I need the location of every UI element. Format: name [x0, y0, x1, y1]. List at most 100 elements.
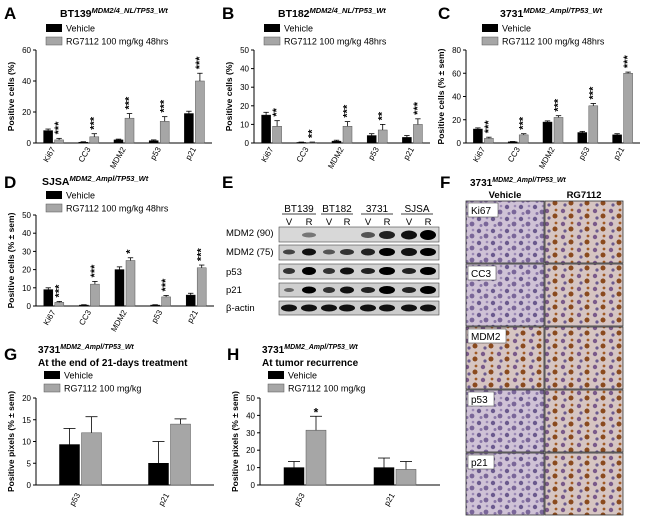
ihc-label-box	[467, 202, 499, 218]
panel-h-subtitle: At tumor recurrence	[262, 358, 359, 369]
y-tick-label: 20	[240, 102, 249, 111]
significance-marker: **	[271, 107, 283, 116]
legend-swatch-rg7112	[45, 36, 63, 46]
legend-swatch-rg7112	[263, 36, 281, 46]
x-tick-label: p53	[366, 145, 381, 162]
y-tick-label: 0	[251, 481, 256, 490]
y-tick-label: 60	[452, 69, 461, 78]
blot-band	[420, 304, 436, 312]
y-tick-label: 0	[27, 302, 32, 311]
y-axis-title: Positive cells (% ± sem)	[6, 212, 16, 308]
significance-marker: ***	[89, 264, 101, 278]
significance-marker: ***	[88, 116, 100, 130]
bar-vehicle	[43, 130, 53, 144]
y-tick-label: 40	[452, 93, 461, 102]
blot-band	[323, 268, 335, 274]
significance-marker: ***	[196, 247, 208, 261]
y-tick-label: 80	[452, 46, 461, 55]
blot-band	[361, 232, 375, 238]
panel-c-title-sup: MDM2_Ampl/TP53_Wt	[523, 6, 602, 15]
bar-rg7112	[553, 117, 564, 144]
blot-band	[379, 304, 395, 312]
x-tick-label: p53	[68, 491, 83, 508]
panel-d-title-main: SJSA	[42, 176, 70, 188]
bar-rg7112	[124, 117, 135, 144]
y-tick-label: 0	[27, 139, 32, 148]
x-tick-label: p53	[292, 491, 307, 508]
blot-lane-label: V	[286, 217, 293, 228]
y-tick-label: 50	[22, 211, 31, 220]
y-tick-label: 10	[246, 464, 255, 473]
blot-row-label: MDM2 (75)	[226, 247, 274, 258]
bar-rg7112	[305, 429, 327, 486]
panel-c-title-main: 3731	[500, 8, 524, 20]
chart-h: 0 10 20 30 40 50 Positive pixels (% ± sem) * p53…	[230, 391, 440, 508]
legend-swatch-rg7112	[481, 36, 499, 46]
bar-rg7112	[272, 126, 282, 144]
blot-band	[402, 268, 416, 274]
blot-band	[281, 304, 297, 312]
y-tick-label: 20	[452, 116, 461, 125]
blot-band	[323, 287, 335, 293]
y-tick-label: 20	[246, 446, 255, 455]
bar-vehicle	[114, 269, 125, 307]
panel-b-title-main: BT182	[278, 8, 310, 20]
significance-marker: ***	[160, 278, 172, 292]
y-tick-label: 40	[240, 65, 249, 74]
bar-vehicle	[577, 132, 588, 144]
panel-g-title-main: 3731	[38, 345, 61, 356]
bar-rg7112	[307, 142, 318, 144]
ihc-column-vehicle: Vehicle	[489, 190, 522, 201]
panel-letter-h: H	[227, 345, 239, 364]
blot-strip-p53	[278, 263, 440, 280]
ihc-row-label: p21	[471, 458, 488, 469]
significance-marker: *	[314, 405, 319, 419]
y-axis-title: Positive pixels (% ± sem)	[230, 391, 240, 492]
x-tick-label: p53	[577, 145, 592, 162]
blot-lane-labels: V R V R V R V R	[286, 217, 432, 228]
bar-rg7112	[159, 121, 170, 144]
legend-label-vehicle: Vehicle	[66, 191, 95, 201]
bar-vehicle	[283, 467, 305, 486]
x-tick-label: p21	[184, 145, 199, 162]
blot-row-labels: MDM2 (90) MDM2 (75) p53 p21 β-actin	[226, 228, 274, 314]
x-tick-label: MDM2	[537, 145, 557, 170]
y-tick-label: 20	[22, 394, 31, 403]
blot-lane-label: R	[344, 217, 351, 228]
bar-rg7112	[413, 124, 423, 144]
x-tick-label: MDM2	[326, 145, 346, 170]
panel-g-title-sup: MDM2_Ampl/TP53_Wt	[60, 344, 134, 351]
significance-marker: ***	[518, 116, 530, 130]
blot-row-label: p21	[226, 285, 242, 296]
panel-f: F 3731MDM2_Ampl/TP53_Wt Vehicle RG7112 K…	[440, 173, 624, 516]
significance-marker: **	[306, 129, 318, 138]
panel-letter-f: F	[440, 173, 450, 192]
bar-vehicle	[402, 137, 412, 144]
bar-rg7112	[623, 73, 633, 144]
bar-vehicle	[78, 141, 89, 144]
bar-vehicle	[59, 444, 80, 486]
legend-swatch-rg7112	[267, 383, 285, 393]
significance-marker: ***	[483, 120, 495, 134]
chart-d: 0 10 20 30 40 50 Positive cells (% ± sem) *** Ki…	[6, 211, 214, 333]
bar-rg7112	[196, 267, 207, 307]
y-tick-label: 20	[22, 108, 31, 117]
ihc-row-label: p53	[471, 395, 488, 406]
panel-b-title-sup: MDM2/4_NL/TP53_Wt	[310, 6, 387, 15]
bar-rg7112	[195, 80, 205, 144]
significance-marker: ***	[53, 121, 65, 135]
ihc-row-labels: Ki67 CC3 MDM2 p53 p21	[467, 202, 507, 470]
x-tick-label: p21	[185, 308, 200, 325]
bar-rg7112	[484, 138, 494, 144]
blot-row-label: β-actin	[226, 303, 255, 314]
panel-f-title-sup: MDM2_Ampl/TP53_Wt	[492, 177, 566, 184]
bar-rg7112	[395, 469, 417, 486]
legend-label-rg7112: RG7112 100 mg/kg	[64, 384, 141, 394]
ihc-label-box	[467, 328, 507, 344]
bar-vehicle	[113, 139, 124, 144]
panel-letter-e: E	[222, 173, 233, 192]
blot-band	[401, 248, 417, 256]
blot-group-label: BT139	[284, 204, 314, 215]
blot-band	[340, 249, 354, 255]
ihc-image	[544, 326, 624, 390]
